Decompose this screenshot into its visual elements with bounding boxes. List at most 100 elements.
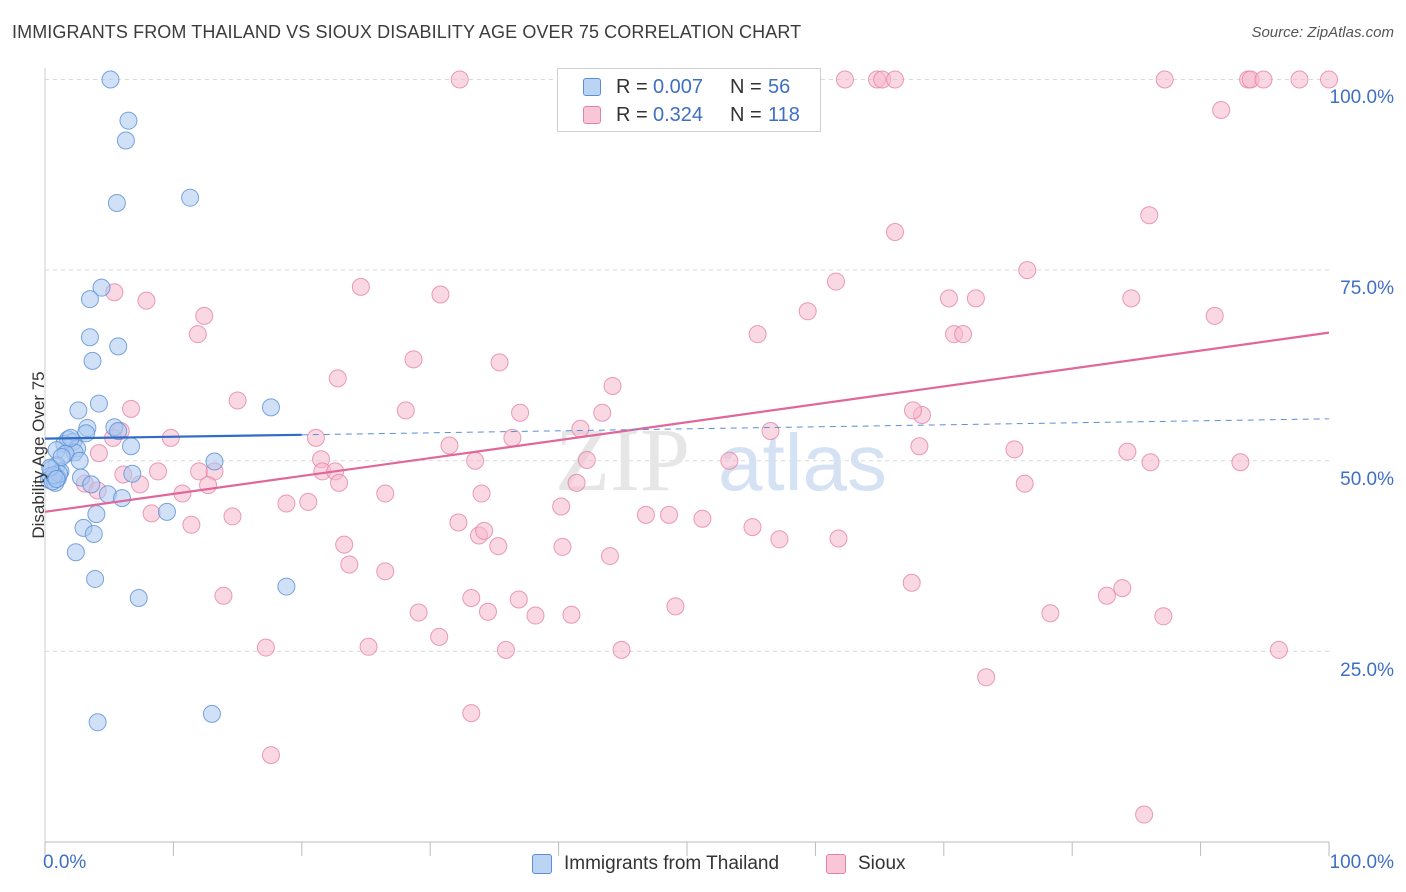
sioux-point xyxy=(1141,453,1160,472)
thailand-point xyxy=(113,489,132,508)
y-tick-label-25: 25.0% xyxy=(1340,660,1394,681)
series-legend: Immigrants from Thailand Sioux xyxy=(0,852,1406,878)
sioux-point xyxy=(567,473,586,492)
legend-row-thailand: R = 0.007 N = 56 xyxy=(558,74,820,100)
sioux-point xyxy=(376,484,395,503)
watermark-atlas: atlas xyxy=(718,418,887,507)
sioux-point xyxy=(571,419,590,438)
thailand-point xyxy=(107,194,126,213)
thailand-point xyxy=(82,475,101,494)
sioux-point xyxy=(450,70,469,89)
legend-n-value: 118 xyxy=(768,104,800,126)
sioux-point xyxy=(328,369,347,388)
legend-r-label: R = xyxy=(616,104,648,126)
legend-row-sioux: R = 0.324 N = 118 xyxy=(558,102,820,128)
chart-title: IMMIGRANTS FROM THAILAND VS SIOUX DISABI… xyxy=(12,22,802,42)
thailand-point xyxy=(47,470,66,489)
sioux-point xyxy=(886,70,905,89)
sioux-point xyxy=(577,450,596,469)
thailand-point xyxy=(205,452,224,471)
sioux-point xyxy=(1212,101,1231,119)
sioux-point xyxy=(748,325,767,344)
thailand-point xyxy=(92,278,111,297)
sioux-point xyxy=(330,473,349,492)
sioux-point xyxy=(1320,70,1338,89)
sioux-point xyxy=(195,306,214,325)
grid-lines xyxy=(45,79,1329,652)
sioux-point xyxy=(462,589,481,607)
legend-n-value: 56 xyxy=(768,76,791,98)
sioux-point xyxy=(1041,604,1060,623)
thailand-point xyxy=(122,437,141,456)
trend-lines xyxy=(44,331,1330,513)
sioux-point xyxy=(1015,474,1034,493)
sioux-point xyxy=(1135,805,1154,824)
sioux-point xyxy=(277,494,296,513)
correlation-legend: R = 0.007 N = 56 R = 0.324 N = 118 xyxy=(557,68,821,132)
sioux-point xyxy=(462,704,481,723)
thailand-point xyxy=(89,394,108,413)
sioux-point xyxy=(340,555,359,574)
thailand-point xyxy=(80,328,99,347)
sioux-point xyxy=(223,507,242,526)
sioux-point xyxy=(977,668,996,687)
sioux-point xyxy=(142,504,161,523)
legend-swatch-blue xyxy=(583,78,601,96)
thailand-point xyxy=(84,524,103,543)
sioux-point xyxy=(478,602,497,621)
y-axis-label: Disability Age Over 75 xyxy=(29,371,48,539)
thailand-point xyxy=(109,337,128,356)
sioux-point xyxy=(1155,70,1174,89)
sioux-point xyxy=(490,353,509,372)
sioux-point xyxy=(122,399,141,418)
sioux-point xyxy=(299,492,318,511)
thailand-point xyxy=(123,464,142,483)
sioux-point xyxy=(1005,440,1024,459)
watermark: ZIP atlas xyxy=(555,411,887,510)
sioux-point xyxy=(660,505,679,524)
x-tick-label-min: 0.0% xyxy=(43,852,87,873)
sioux-point xyxy=(526,606,545,625)
thailand-point xyxy=(86,569,105,588)
sioux-point xyxy=(910,437,929,456)
sioux-point xyxy=(214,586,233,605)
thailand-point xyxy=(80,290,99,309)
thailand-point xyxy=(70,451,89,470)
y-tick-label-75: 75.0% xyxy=(1340,278,1394,299)
sioux-point xyxy=(666,597,685,616)
legend-n-label: N = xyxy=(730,104,762,126)
thailand-point xyxy=(83,351,102,370)
sioux-point xyxy=(761,422,780,441)
sioux-point xyxy=(829,529,848,548)
sioux-point xyxy=(335,535,354,554)
sioux-point xyxy=(1269,640,1288,659)
sioux-point xyxy=(553,537,572,556)
y-tick-label-50: 50.0% xyxy=(1340,469,1394,490)
series-swatch-blue xyxy=(532,854,552,874)
sioux-point xyxy=(261,746,280,765)
sioux-point xyxy=(306,428,325,447)
sioux-point xyxy=(404,350,423,369)
sioux-point xyxy=(562,605,581,624)
axes xyxy=(44,68,1330,856)
source-label: Source: ZipAtlas.com xyxy=(1251,24,1394,41)
legend-r-value: 0.324 xyxy=(653,104,704,126)
sioux-point xyxy=(886,223,905,241)
sioux-point xyxy=(720,451,739,470)
sioux-point xyxy=(359,637,378,656)
sioux-point xyxy=(89,444,108,463)
sioux-point xyxy=(902,573,921,592)
sioux-point xyxy=(693,509,712,528)
series-legend-label: Immigrants from Thailand xyxy=(564,853,780,874)
thailand-point xyxy=(101,70,120,89)
sioux-trend-line xyxy=(44,331,1330,513)
legend-r-value: 0.007 xyxy=(653,76,704,98)
thailand-point xyxy=(277,577,296,596)
thailand-point xyxy=(69,401,88,420)
sioux-point xyxy=(228,391,247,410)
thailand-point xyxy=(181,188,200,207)
sioux-point xyxy=(1122,289,1141,308)
thailand-point xyxy=(261,398,280,417)
thailand-point xyxy=(116,131,135,150)
